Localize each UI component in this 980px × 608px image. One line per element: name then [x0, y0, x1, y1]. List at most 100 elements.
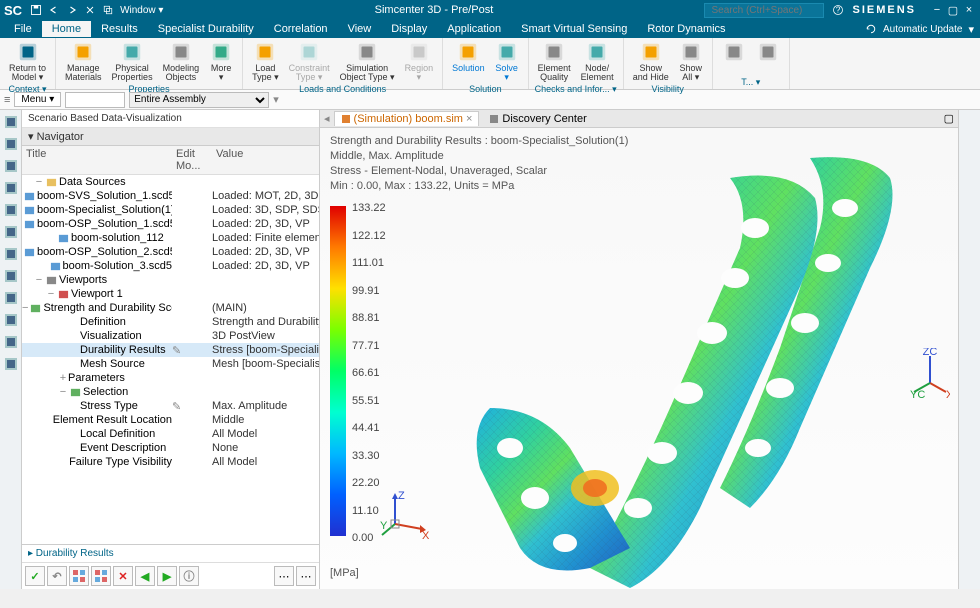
view-axis-triad[interactable]: ZC XC YC — [910, 348, 950, 398]
tree-row[interactable]: +Parameters — [22, 371, 319, 385]
ribbon-show-and-hide-button[interactable]: Showand Hide — [630, 40, 672, 83]
durability-results-row[interactable]: ▸ Durability Results — [22, 545, 319, 563]
redo-icon[interactable] — [66, 4, 78, 16]
ribbon-misc--button[interactable] — [719, 40, 749, 76]
quick-access-toolbar: Window ▾ — [30, 4, 163, 16]
footer-right-1[interactable]: ⋯ — [296, 566, 316, 586]
footer-btn-1[interactable]: ↶ — [47, 566, 67, 586]
tree-row[interactable]: boom-Specialist_Solution(1)Loaded: 3D, S… — [22, 203, 319, 217]
tree-row[interactable]: −Data Sources — [22, 175, 319, 189]
search-input[interactable] — [704, 3, 824, 18]
tree-row[interactable]: boom-Solution_3.scd5Loaded: 2D, 3D, VP — [22, 259, 319, 273]
filter-input[interactable] — [65, 92, 125, 108]
close-button[interactable]: × — [962, 4, 976, 17]
viewport-tab[interactable]: Discovery Center — [483, 112, 592, 126]
tree-row[interactable]: boom-OSP_Solution_2.scd5Loaded: 2D, 3D, … — [22, 245, 319, 259]
menu-smart-virtual-sensing[interactable]: Smart Virtual Sensing — [511, 21, 637, 37]
left-tool-3[interactable] — [3, 180, 19, 196]
tab-overflow-icon[interactable]: ▢ — [944, 112, 954, 125]
menu-rotor-dynamics[interactable]: Rotor Dynamics — [637, 21, 735, 37]
ribbon-simulation-object-type--button[interactable]: SimulationObject Type ▾ — [337, 40, 398, 83]
left-tool-0[interactable] — [3, 114, 19, 130]
tree-row[interactable]: −Viewports — [22, 273, 319, 287]
viewport-tab[interactable]: (Simulation) boom.sim× — [334, 111, 480, 126]
left-tool-4[interactable] — [3, 202, 19, 218]
save-icon[interactable] — [30, 4, 42, 16]
menu-view[interactable]: View — [338, 21, 382, 37]
left-tool-8[interactable] — [3, 290, 19, 306]
ribbon-manage-materials-button[interactable]: ManageMaterials — [62, 40, 105, 83]
footer-btn-7[interactable]: ⓘ — [179, 566, 199, 586]
tree-row[interactable]: DefinitionStrength and Durability Result… — [22, 315, 319, 329]
tree-row[interactable]: Event DescriptionNone — [22, 441, 319, 455]
footer-btn-0[interactable]: ✓ — [25, 566, 45, 586]
window-menu[interactable]: Window ▾ — [120, 5, 163, 16]
left-tool-6[interactable] — [3, 246, 19, 262]
tree-row[interactable]: −Strength and Durability Scenario (1)(MA… — [22, 301, 319, 315]
ribbon-return-to-model--button[interactable]: Return toModel ▾ — [6, 40, 49, 83]
ribbon-node-element-button[interactable]: Node/Element — [578, 40, 617, 83]
tree-row[interactable]: Element Result LocationMiddle — [22, 413, 319, 427]
auto-update-label[interactable]: Automatic Update — [883, 24, 963, 35]
menu-dropdown[interactable]: Menu ▾ — [14, 92, 61, 107]
refresh-icon[interactable] — [865, 23, 877, 35]
tree-row[interactable]: Local DefinitionAll Model — [22, 427, 319, 441]
tree-row[interactable]: boom-solution_112Loaded: Finite element … — [22, 231, 319, 245]
left-tool-9[interactable] — [3, 312, 19, 328]
tree-row[interactable]: Durability Results✎Stress [boom-Speciali… — [22, 343, 319, 357]
copy-icon[interactable] — [102, 4, 114, 16]
tree-row[interactable]: Visualization3D PostView — [22, 329, 319, 343]
ribbon-more--button[interactable]: More▾ — [206, 40, 236, 83]
menu-file[interactable]: File — [4, 21, 42, 37]
ribbon-load-type--button[interactable]: LoadType ▾ — [249, 40, 282, 83]
cut-icon[interactable] — [84, 4, 96, 16]
assembly-select[interactable]: Entire Assembly — [129, 92, 269, 108]
help-icon[interactable]: ? — [832, 4, 844, 16]
footer-btn-2[interactable] — [69, 566, 89, 586]
ribbon-region--button[interactable]: Region▾ — [402, 40, 437, 83]
footer-btn-6[interactable]: ▶ — [157, 566, 177, 586]
restore-button[interactable]: ▢ — [946, 4, 960, 17]
left-tool-1[interactable] — [3, 136, 19, 152]
left-tool-10[interactable] — [3, 334, 19, 350]
ribbon-show-all--button[interactable]: ShowAll ▾ — [676, 40, 706, 83]
footer-btn-4[interactable]: ✕ — [113, 566, 133, 586]
ribbon-solve--button[interactable]: Solve▾ — [492, 40, 522, 83]
left-tool-7[interactable] — [3, 268, 19, 284]
canvas-3d[interactable]: Strength and Durability Results : boom-S… — [320, 128, 958, 589]
menu-correlation[interactable]: Correlation — [264, 21, 338, 37]
menu-specialist-durability[interactable]: Specialist Durability — [148, 21, 264, 37]
tab-prev-icon[interactable]: ◂ — [324, 112, 330, 125]
ribbon-physical-properties-button[interactable]: PhysicalProperties — [109, 40, 156, 83]
ribbon-misc--button[interactable] — [753, 40, 783, 76]
menu-home[interactable]: Home — [42, 21, 91, 37]
navigator-tree[interactable]: −Data Sourcesboom-SVS_Solution_1.scd5Loa… — [22, 175, 319, 544]
left-toolbar — [0, 110, 22, 589]
ribbon-element-quality-button[interactable]: ElementQuality — [535, 40, 574, 83]
tree-row[interactable]: boom-OSP_Solution_1.scd5Loaded: 2D, 3D, … — [22, 217, 319, 231]
tree-row[interactable]: −Viewport 1 — [22, 287, 319, 301]
tree-row[interactable]: Failure Type VisibilityAll Model — [22, 455, 319, 469]
menu-application[interactable]: Application — [437, 21, 511, 37]
ribbon-collapse-icon[interactable]: ▾ — [968, 23, 974, 36]
left-tool-5[interactable] — [3, 224, 19, 240]
ribbon-solution-button[interactable]: Solution — [449, 40, 488, 83]
tab-close-icon[interactable]: × — [466, 113, 472, 125]
tree-row[interactable]: boom-SVS_Solution_1.scd5Loaded: MOT, 2D,… — [22, 189, 319, 203]
left-tool-2[interactable] — [3, 158, 19, 174]
footer-btn-3[interactable] — [91, 566, 111, 586]
tree-row[interactable]: −Selection — [22, 385, 319, 399]
tree-row[interactable]: Mesh SourceMesh [boom-Specialist_Solutio… — [22, 357, 319, 371]
tree-row[interactable]: Stress Type✎Max. Amplitude — [22, 399, 319, 413]
col-editmode: Edit Mo... — [172, 146, 212, 174]
ribbon-modeling-objects-button[interactable]: ModelingObjects — [160, 40, 203, 83]
undo-icon[interactable] — [48, 4, 60, 16]
legend-tick: 111.01 — [352, 257, 386, 285]
left-tool-11[interactable] — [3, 356, 19, 372]
menu-display[interactable]: Display — [381, 21, 437, 37]
footer-right-0[interactable]: ⋯ — [274, 566, 294, 586]
minimize-button[interactable]: − — [930, 4, 944, 17]
menu-results[interactable]: Results — [91, 21, 148, 37]
ribbon-constraint-type--button[interactable]: ConstraintType ▾ — [286, 40, 333, 83]
footer-btn-5[interactable]: ◀ — [135, 566, 155, 586]
